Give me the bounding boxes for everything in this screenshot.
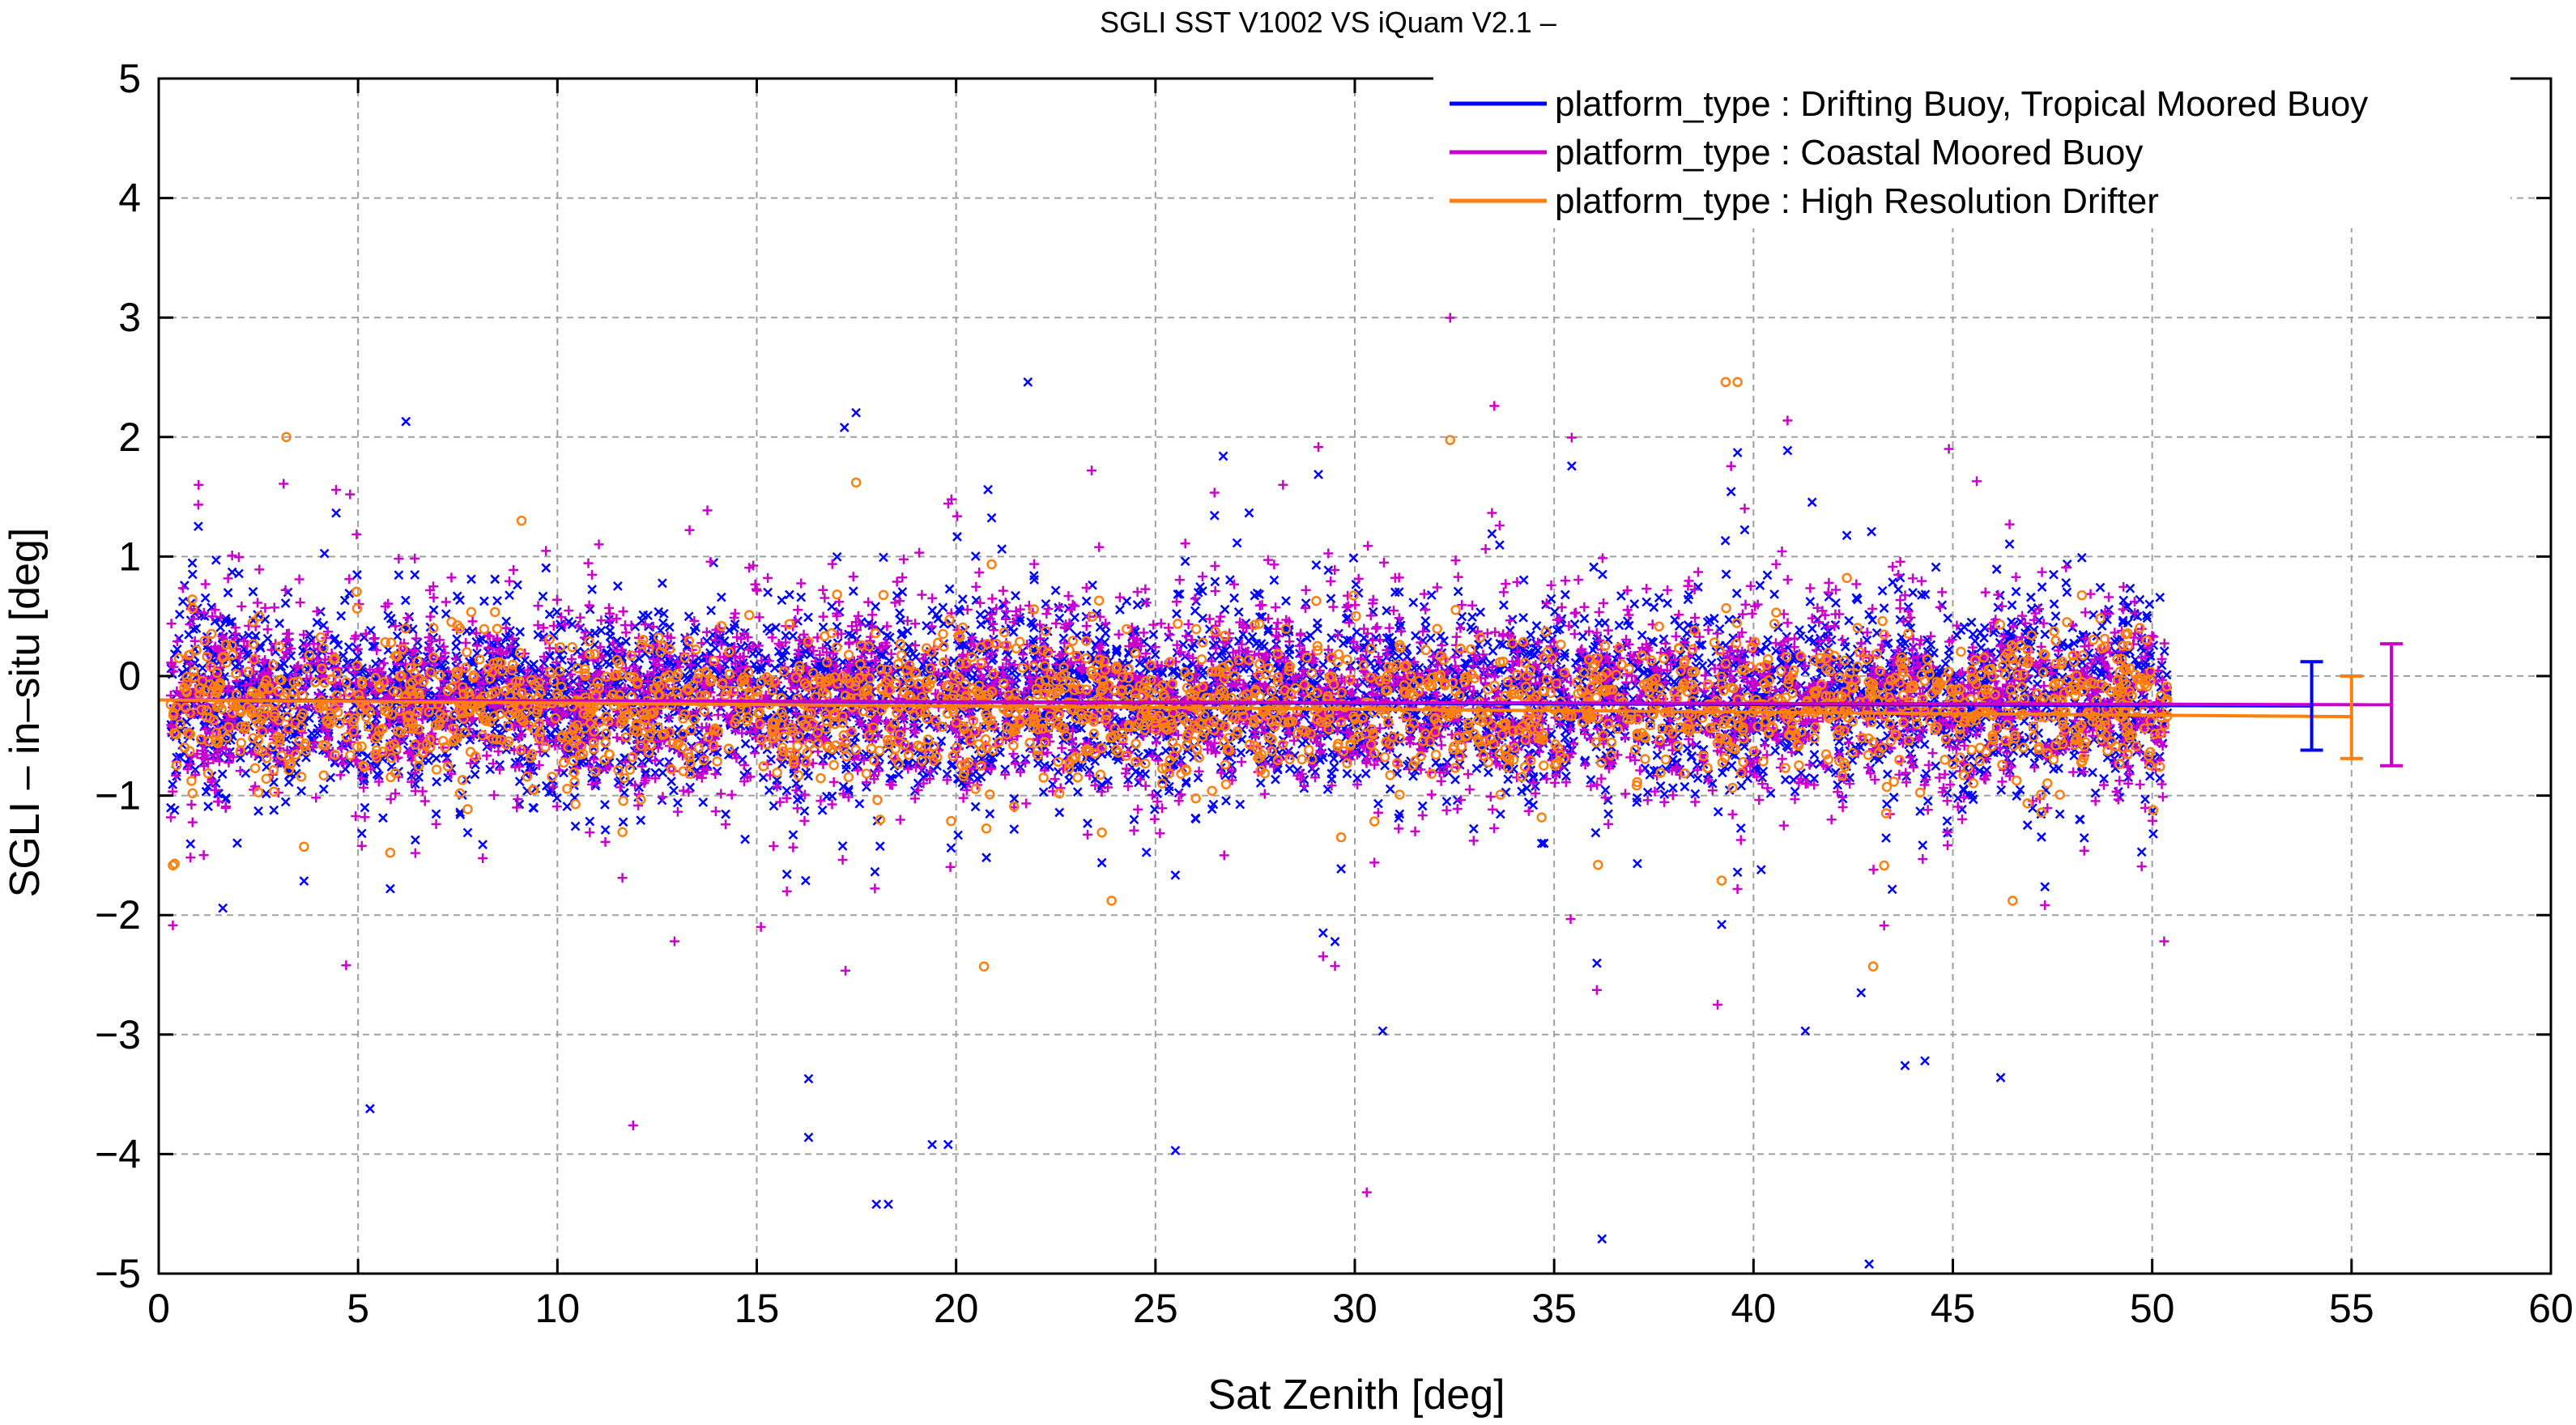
chart-title: SGLI SST V1002 VS iQuam V2.1 – <box>1100 6 1556 39</box>
